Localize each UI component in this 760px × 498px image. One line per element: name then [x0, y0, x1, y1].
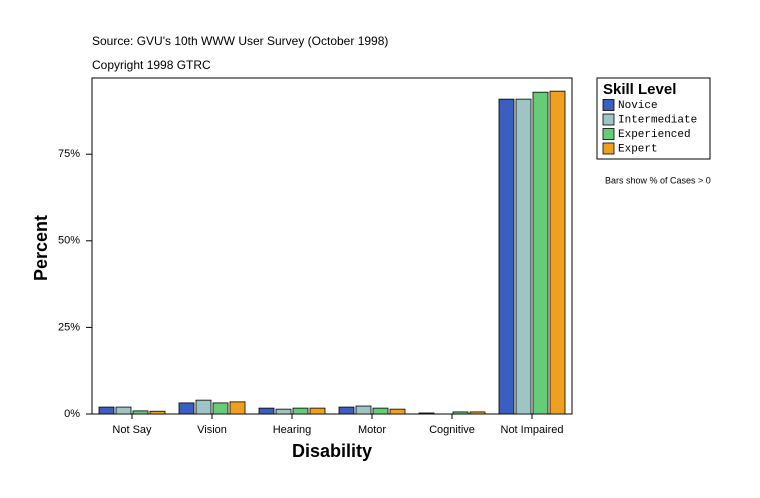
bar [515, 98, 532, 415]
bar [115, 406, 132, 415]
legend-swatch [602, 99, 615, 111]
bar [98, 406, 115, 415]
bar [389, 408, 406, 415]
bar [549, 90, 566, 415]
bar [469, 411, 486, 415]
y-tick-label: 50% [58, 235, 80, 247]
legend-swatch [602, 128, 615, 140]
y-tick-label: 25% [58, 321, 80, 333]
legend-swatch [602, 142, 615, 155]
legend-swatch [602, 113, 615, 126]
bar [498, 98, 515, 415]
bar [178, 402, 195, 415]
bar [212, 402, 229, 415]
bar [132, 410, 149, 415]
y-tick-label: 0% [64, 408, 80, 420]
x-tick-label: Hearing [273, 424, 312, 436]
x-axis-label: Disability [292, 441, 372, 461]
bar [275, 408, 292, 415]
chart-subtitle: Copyright 1998 GTRC [92, 58, 211, 72]
bar [292, 407, 309, 415]
legend-box [596, 77, 711, 160]
x-tick-label: Cognitive [429, 424, 475, 436]
y-tick-label: 75% [58, 148, 80, 160]
legend-label: Intermediate [618, 114, 697, 126]
bar [229, 401, 246, 415]
bar [309, 407, 326, 415]
x-tick-label: Not Say [112, 424, 152, 436]
legend-label: Expert [618, 143, 658, 155]
chart-title: Source: GVU's 10th WWW User Survey (Octo… [92, 34, 388, 48]
legend-label: Novice [618, 100, 658, 112]
bar [452, 411, 469, 415]
bar [372, 407, 389, 415]
y-axis-label: Percent [31, 215, 51, 281]
x-tick-label: Not Impaired [501, 424, 564, 436]
bar [355, 405, 372, 415]
plot-frame [91, 77, 573, 415]
bar [338, 406, 355, 415]
bar [195, 399, 212, 415]
bar [418, 412, 435, 415]
bar [149, 410, 166, 415]
x-tick-label: Motor [358, 424, 386, 436]
note: Bars show % of Cases > 0 [605, 175, 711, 185]
x-tick-label: Vision [197, 424, 227, 436]
legend-title: Skill Level [603, 81, 676, 98]
bar [532, 91, 549, 415]
legend-label: Experienced [618, 129, 691, 141]
bar [258, 407, 275, 415]
